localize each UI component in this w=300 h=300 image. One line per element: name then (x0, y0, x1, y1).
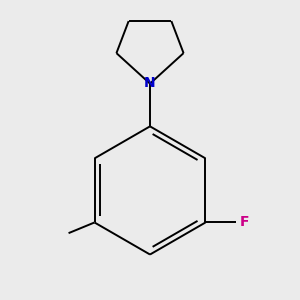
Text: F: F (240, 215, 249, 230)
Text: N: N (143, 76, 155, 90)
